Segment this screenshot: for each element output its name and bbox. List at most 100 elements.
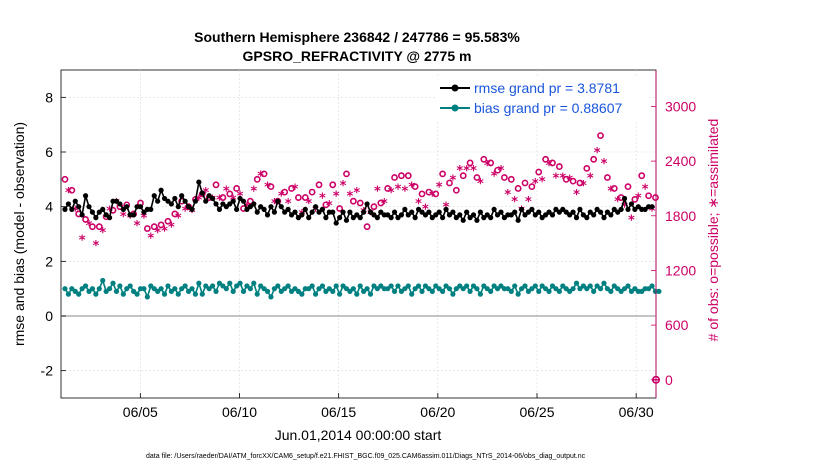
obs-possible-point bbox=[459, 172, 467, 180]
rmse-point bbox=[361, 209, 367, 215]
bias-point bbox=[106, 286, 113, 292]
rmse-point bbox=[131, 212, 137, 218]
obs-assimilated-point: * bbox=[525, 195, 532, 210]
obs-possible-point bbox=[329, 181, 337, 189]
y-tick-label: 8 bbox=[45, 89, 53, 105]
obs-assimilated-point: * bbox=[195, 193, 202, 208]
y-right-tick-label: 2400 bbox=[665, 153, 696, 169]
obs-possible-point bbox=[343, 170, 350, 178]
x-axis-label: Jun.01,2014 00:00:00 start bbox=[275, 427, 442, 443]
obs-possible-point bbox=[624, 183, 632, 191]
rmse-point bbox=[309, 209, 315, 215]
bias-point bbox=[237, 280, 243, 286]
rmse-point bbox=[100, 206, 106, 212]
obs-possible-point bbox=[226, 190, 234, 198]
rmse-point bbox=[65, 201, 71, 207]
obs-possible-point bbox=[61, 175, 69, 183]
rmse-point bbox=[597, 209, 604, 215]
obs-assimilated-point: * bbox=[264, 181, 271, 196]
bias-point bbox=[464, 283, 470, 289]
obs-possible-point bbox=[501, 174, 508, 181]
obs-possible-point bbox=[549, 159, 556, 167]
rmse-point bbox=[357, 215, 363, 221]
bias-point bbox=[62, 286, 68, 292]
obs-possible-point bbox=[233, 185, 241, 192]
obs-assimilated-point: * bbox=[223, 184, 230, 199]
rmse-point bbox=[374, 215, 380, 221]
bias-point bbox=[117, 283, 123, 289]
rmse-point bbox=[436, 209, 442, 215]
rmse-point bbox=[93, 215, 99, 221]
obs-assimilated-point: * bbox=[347, 190, 354, 205]
rmse-point bbox=[570, 209, 576, 215]
rmse-point bbox=[79, 212, 85, 218]
rmse-point bbox=[62, 206, 68, 212]
legend-rmse-label: rmse grand pr = 3.8781 bbox=[474, 80, 620, 96]
rmse-point bbox=[536, 209, 542, 215]
obs-assimilated-point: * bbox=[388, 186, 395, 201]
bias-point bbox=[649, 283, 655, 289]
obs-assimilated-point: * bbox=[463, 164, 470, 179]
rmse-point bbox=[117, 201, 123, 207]
obs-possible-point bbox=[404, 172, 412, 180]
obs-assimilated-point: * bbox=[305, 197, 312, 212]
x-axis-ticks: 06/05 06/10 06/15 06/20 06/25 06/30 bbox=[123, 393, 654, 420]
obs-assimilated-point: * bbox=[189, 206, 196, 221]
rmse-point bbox=[76, 204, 82, 210]
legend-box bbox=[435, 75, 649, 121]
obs-possible-point bbox=[267, 183, 275, 191]
obs-possible-point bbox=[157, 221, 165, 229]
obs-assimilated-point: * bbox=[333, 190, 340, 205]
x-tick-label: 06/10 bbox=[222, 404, 257, 420]
rmse-point bbox=[426, 209, 432, 215]
bias-point bbox=[597, 286, 604, 292]
obs-possible-point bbox=[576, 179, 584, 187]
bias-point bbox=[299, 291, 305, 297]
obs-assimilated-point: * bbox=[649, 204, 656, 219]
obs-assimilated-point: * bbox=[511, 195, 518, 210]
bias-point bbox=[268, 294, 274, 300]
bias-point bbox=[196, 280, 202, 286]
obs-assimilated-point: * bbox=[79, 233, 86, 248]
obs-assimilated-point: * bbox=[216, 193, 223, 208]
bias-point bbox=[364, 286, 370, 292]
rmse-point bbox=[216, 206, 223, 212]
obs-possible-point bbox=[521, 179, 529, 187]
rmse-point bbox=[86, 204, 92, 210]
obs-possible-point bbox=[411, 183, 419, 191]
obs-possible-point bbox=[645, 192, 653, 200]
bias-point bbox=[172, 286, 178, 292]
obs-possible-point bbox=[597, 132, 604, 139]
bias-point bbox=[474, 286, 480, 292]
obs-possible-point bbox=[308, 188, 316, 196]
obs-assimilated-point: * bbox=[147, 232, 154, 247]
bias-point bbox=[419, 288, 425, 294]
obs-possible-point bbox=[631, 195, 639, 203]
bias-point bbox=[477, 291, 483, 297]
rmse-point bbox=[261, 206, 267, 212]
bias-point bbox=[230, 288, 236, 294]
bias-point bbox=[100, 277, 106, 284]
bias-point bbox=[247, 286, 253, 292]
rmse-point bbox=[608, 212, 614, 218]
obs-possible-point bbox=[370, 203, 378, 211]
bias-point bbox=[275, 283, 281, 289]
rmse-point bbox=[457, 212, 463, 218]
obs-possible-point bbox=[384, 185, 392, 192]
bias-point bbox=[333, 283, 339, 289]
rmse-point bbox=[330, 209, 336, 215]
obs-possible-point bbox=[68, 186, 76, 194]
rmse-point bbox=[271, 209, 277, 215]
legend: rmse grand pr = 3.8781 bias grand pr = 0… bbox=[435, 75, 649, 121]
obs-assimilated-point: * bbox=[484, 159, 491, 174]
rmse-point bbox=[69, 206, 75, 212]
rmse-point bbox=[168, 201, 174, 207]
rmse-series bbox=[62, 179, 655, 226]
obs-assimilated-point: * bbox=[539, 175, 546, 190]
obs-possible-point bbox=[349, 197, 357, 205]
rmse-point bbox=[213, 201, 219, 207]
bias-point bbox=[285, 283, 291, 289]
rmse-point bbox=[440, 215, 446, 221]
bias-point bbox=[601, 280, 607, 286]
rmse-point bbox=[450, 209, 456, 215]
